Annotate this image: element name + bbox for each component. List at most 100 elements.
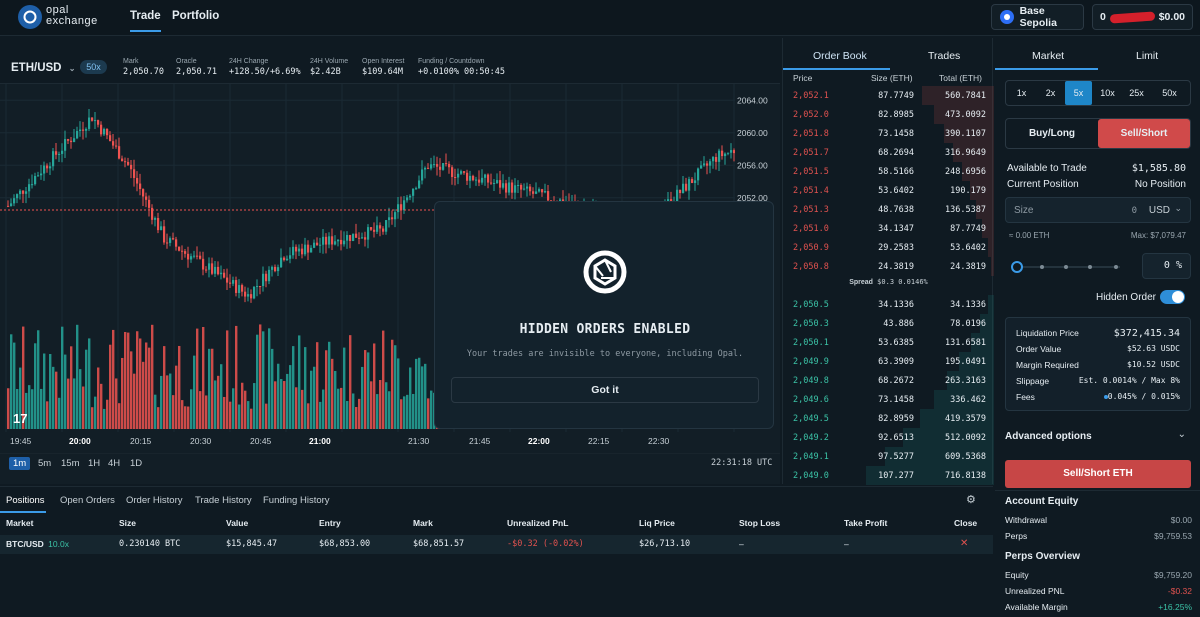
tab-market[interactable]: Market (1032, 50, 1065, 62)
candle-body (340, 239, 343, 245)
network-button[interactable]: Base Sepolia (991, 4, 1084, 30)
percent-input[interactable]: 0 % (1142, 253, 1191, 279)
bid-row[interactable]: 2,049.0 107.277 716.8138 (783, 466, 994, 485)
leverage-5x[interactable]: 5x (1065, 81, 1092, 105)
chevron-down-icon[interactable]: ⌄ (1174, 203, 1182, 213)
candle-body (418, 180, 421, 189)
tab-order-history[interactable]: Order History (126, 495, 183, 506)
candle-body (514, 185, 517, 193)
timeframe-15m[interactable]: 15m (61, 458, 80, 469)
row-stop-loss[interactable]: – (739, 539, 744, 549)
bid-row[interactable]: 2,049.9 63.3909 195.0491 (783, 352, 994, 371)
leverage-badge[interactable]: 50x (80, 60, 107, 74)
depth-bar (953, 143, 994, 162)
ask-row[interactable]: 2,050.9 29.2583 53.6402 (783, 238, 994, 257)
bid-row[interactable]: 2,050.3 43.886 78.0196 (783, 314, 994, 333)
ask-row[interactable]: 2,051.8 73.1458 390.1107 (783, 124, 994, 143)
timeframe-1D[interactable]: 1D (130, 458, 143, 469)
timeframe-1H[interactable]: 1H (88, 458, 101, 469)
candle-body (511, 182, 514, 193)
timeframe-1m[interactable]: 1m (9, 457, 31, 470)
volume-bar (259, 324, 262, 429)
got-it-button[interactable]: Got it (451, 377, 759, 403)
hidden-orders-modal: HIDDEN ORDERS ENABLED Your trades are in… (434, 201, 774, 429)
bid-row[interactable]: 2,050.1 53.6385 131.6581 (783, 333, 994, 352)
summary-label: Liquidation Price (1016, 328, 1079, 338)
ask-row[interactable]: 2,050.8 24.3819 24.3819 (783, 257, 994, 276)
ask-row[interactable]: 2,052.0 82.8985 473.0092 (783, 105, 994, 124)
tab-limit[interactable]: Limit (1136, 50, 1159, 62)
timeframe-5m[interactable]: 5m (38, 458, 52, 469)
candle-body (184, 251, 187, 254)
candle-body (10, 203, 13, 206)
row-value: $15,845.47 (226, 539, 278, 549)
chevron-down-icon[interactable]: ⌄ (1177, 429, 1186, 440)
candle-body (718, 150, 721, 162)
depth-bar (922, 86, 994, 105)
ask-row[interactable]: 2,051.3 48.7638 136.5387 (783, 200, 994, 219)
volume-bar (247, 401, 250, 429)
summary-label: Margin Required (1016, 360, 1079, 370)
wallet-button[interactable]: 0 $0.00 (1092, 4, 1193, 30)
tab-trade-history[interactable]: Trade History (195, 495, 252, 506)
market-selector[interactable]: ETH/USD ⌄ (11, 62, 75, 74)
candle-body (679, 189, 682, 194)
ask-row[interactable]: 2,051.0 34.1347 87.7749 (783, 219, 994, 238)
submit-sell-short-button[interactable]: Sell/Short ETH (1005, 460, 1191, 488)
volume-bar (91, 407, 94, 429)
volume-bar (409, 367, 412, 429)
candle-body (676, 189, 679, 203)
volume-bar (130, 351, 133, 429)
ask-row[interactable]: 2,051.7 68.2694 316.9649 (783, 143, 994, 162)
leverage-25x[interactable]: 25x (1129, 88, 1144, 98)
size-slider[interactable] (1011, 261, 1121, 273)
advanced-options[interactable]: Advanced options (1005, 431, 1092, 442)
bid-row[interactable]: 2,050.5 34.1336 34.1336 (783, 295, 994, 314)
leverage-2x[interactable]: 2x (1045, 88, 1056, 98)
size-input[interactable]: Size 0 USD ⌄ (1005, 197, 1191, 223)
leverage-1x[interactable]: 1x (1016, 88, 1027, 98)
tab-positions[interactable]: Positions (6, 495, 45, 506)
bid-row[interactable]: 2,049.5 82.8959 419.3579 (783, 409, 994, 428)
bid-row[interactable]: 2,049.6 73.1458 336.462 (783, 390, 994, 409)
chart-canvas[interactable]: 2064.002060.002056.002052.002050.5019:45… (0, 84, 780, 454)
leverage-10x[interactable]: 10x (1100, 88, 1115, 98)
opal-logo-icon[interactable] (18, 5, 42, 29)
x-tick-label: 19:45 (10, 436, 32, 446)
size-unit[interactable]: USD (1148, 205, 1170, 216)
volume-bar (400, 399, 403, 429)
stat-label: 24H Change (229, 58, 269, 65)
logo-line-1: opal (46, 4, 69, 16)
slider-handle[interactable] (1011, 261, 1023, 273)
hidden-order-toggle[interactable] (1160, 290, 1185, 304)
candle-body (697, 168, 700, 181)
ask-row[interactable]: 2,051.4 53.6402 190.179 (783, 181, 994, 200)
leverage-50x[interactable]: 50x (1162, 88, 1177, 98)
summary-value: Est. 0.0014% / Max 8% (1078, 376, 1180, 385)
logo-line-2: exchange (46, 15, 98, 27)
tab-trades[interactable]: Trades (928, 50, 961, 62)
table-row[interactable]: BTC/USD 10.0x 0.230140 BTC $15,845.47 $6… (0, 535, 993, 554)
bid-row[interactable]: 2,049.1 97.5277 609.5368 (783, 447, 994, 466)
candle-body (292, 246, 295, 256)
sell-short-button[interactable]: Sell/Short (1098, 119, 1190, 148)
gear-icon[interactable]: ⚙ (966, 494, 976, 506)
ask-row[interactable]: 2,052.1 87.7749 560.7841 (783, 86, 994, 105)
volume-bar (55, 371, 58, 429)
timeframe-4H[interactable]: 4H (108, 458, 121, 469)
ask-row[interactable]: 2,051.5 58.5166 248.6956 (783, 162, 994, 181)
nav-trade[interactable]: Trade (130, 10, 161, 32)
bid-row[interactable]: 2,049.8 68.2672 263.3163 (783, 371, 994, 390)
tab-order-book[interactable]: Order Book (813, 50, 867, 62)
tab-open-orders[interactable]: Open Orders (60, 495, 115, 506)
candle-body (250, 294, 253, 299)
close-icon[interactable]: ✕ (960, 538, 969, 549)
row-take-profit[interactable]: – (844, 539, 849, 549)
buy-long-button[interactable]: Buy/Long (1028, 128, 1076, 139)
bid-total: 336.462 (950, 395, 986, 405)
nav-portfolio[interactable]: Portfolio (172, 10, 220, 22)
bid-row[interactable]: 2,049.2 92.6513 512.0092 (783, 428, 994, 447)
candle-body (127, 161, 130, 165)
row-market[interactable]: BTC/USD 10.0x (6, 539, 69, 549)
tab-funding-history[interactable]: Funding History (263, 495, 330, 506)
